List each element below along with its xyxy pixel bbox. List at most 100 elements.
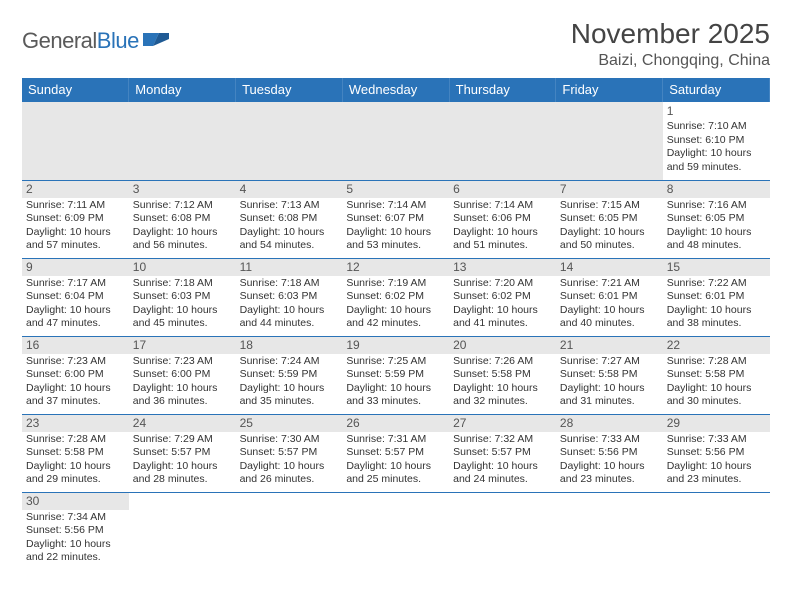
sunrise-line: Sunrise: 7:29 AM bbox=[133, 433, 232, 446]
daylight-line: Daylight: 10 hours and 51 minutes. bbox=[453, 226, 552, 253]
daylight-line: Daylight: 10 hours and 33 minutes. bbox=[346, 382, 445, 409]
daylight-line: Daylight: 10 hours and 41 minutes. bbox=[453, 304, 552, 331]
calendar-row: 30Sunrise: 7:34 AMSunset: 5:56 PMDayligh… bbox=[22, 492, 770, 570]
day-number: 21 bbox=[556, 337, 663, 354]
daylight-line: Daylight: 10 hours and 32 minutes. bbox=[453, 382, 552, 409]
calendar-cell: 9Sunrise: 7:17 AMSunset: 6:04 PMDaylight… bbox=[22, 258, 129, 336]
calendar-row: 2Sunrise: 7:11 AMSunset: 6:09 PMDaylight… bbox=[22, 180, 770, 258]
sunset-line: Sunset: 6:00 PM bbox=[26, 368, 125, 381]
sunrise-line: Sunrise: 7:24 AM bbox=[240, 355, 339, 368]
sunrise-line: Sunrise: 7:15 AM bbox=[560, 199, 659, 212]
calendar-cell bbox=[342, 492, 449, 570]
daylight-line: Daylight: 10 hours and 36 minutes. bbox=[133, 382, 232, 409]
day-header: Saturday bbox=[663, 78, 770, 102]
calendar-cell bbox=[342, 102, 449, 180]
day-number: 5 bbox=[342, 181, 449, 198]
calendar-cell bbox=[449, 102, 556, 180]
calendar-cell: 14Sunrise: 7:21 AMSunset: 6:01 PMDayligh… bbox=[556, 258, 663, 336]
day-header: Wednesday bbox=[342, 78, 449, 102]
sunset-line: Sunset: 5:58 PM bbox=[560, 368, 659, 381]
sunrise-line: Sunrise: 7:17 AM bbox=[26, 277, 125, 290]
day-number: 12 bbox=[342, 259, 449, 276]
day-number: 26 bbox=[342, 415, 449, 432]
day-number: 7 bbox=[556, 181, 663, 198]
sunset-line: Sunset: 5:56 PM bbox=[667, 446, 766, 459]
calendar-row: 23Sunrise: 7:28 AMSunset: 5:58 PMDayligh… bbox=[22, 414, 770, 492]
daylight-line: Daylight: 10 hours and 54 minutes. bbox=[240, 226, 339, 253]
daylight-line: Daylight: 10 hours and 29 minutes. bbox=[26, 460, 125, 487]
daylight-line: Daylight: 10 hours and 23 minutes. bbox=[560, 460, 659, 487]
day-number: 30 bbox=[22, 493, 129, 510]
calendar-cell: 27Sunrise: 7:32 AMSunset: 5:57 PMDayligh… bbox=[449, 414, 556, 492]
flag-icon bbox=[143, 30, 169, 53]
sunset-line: Sunset: 6:06 PM bbox=[453, 212, 552, 225]
calendar-row: 9Sunrise: 7:17 AMSunset: 6:04 PMDaylight… bbox=[22, 258, 770, 336]
day-number: 15 bbox=[663, 259, 770, 276]
day-number: 29 bbox=[663, 415, 770, 432]
day-number: 2 bbox=[22, 181, 129, 198]
day-number: 16 bbox=[22, 337, 129, 354]
day-number: 3 bbox=[129, 181, 236, 198]
location: Baizi, Chongqing, China bbox=[571, 52, 770, 70]
sunset-line: Sunset: 5:57 PM bbox=[453, 446, 552, 459]
calendar-cell bbox=[556, 492, 663, 570]
daylight-line: Daylight: 10 hours and 23 minutes. bbox=[667, 460, 766, 487]
month-title: November 2025 bbox=[571, 18, 770, 50]
calendar-head: SundayMondayTuesdayWednesdayThursdayFrid… bbox=[22, 78, 770, 102]
sunset-line: Sunset: 6:01 PM bbox=[560, 290, 659, 303]
sunset-line: Sunset: 6:08 PM bbox=[133, 212, 232, 225]
daylight-line: Daylight: 10 hours and 47 minutes. bbox=[26, 304, 125, 331]
sunset-line: Sunset: 6:05 PM bbox=[560, 212, 659, 225]
calendar-cell: 13Sunrise: 7:20 AMSunset: 6:02 PMDayligh… bbox=[449, 258, 556, 336]
sunset-line: Sunset: 5:56 PM bbox=[560, 446, 659, 459]
sunrise-line: Sunrise: 7:34 AM bbox=[26, 511, 125, 524]
calendar-cell: 18Sunrise: 7:24 AMSunset: 5:59 PMDayligh… bbox=[236, 336, 343, 414]
daylight-line: Daylight: 10 hours and 22 minutes. bbox=[26, 538, 125, 565]
sunset-line: Sunset: 6:04 PM bbox=[26, 290, 125, 303]
calendar-cell: 17Sunrise: 7:23 AMSunset: 6:00 PMDayligh… bbox=[129, 336, 236, 414]
daylight-line: Daylight: 10 hours and 37 minutes. bbox=[26, 382, 125, 409]
day-number: 13 bbox=[449, 259, 556, 276]
daylight-line: Daylight: 10 hours and 35 minutes. bbox=[240, 382, 339, 409]
day-number: 9 bbox=[22, 259, 129, 276]
calendar-cell: 21Sunrise: 7:27 AMSunset: 5:58 PMDayligh… bbox=[556, 336, 663, 414]
calendar-cell: 11Sunrise: 7:18 AMSunset: 6:03 PMDayligh… bbox=[236, 258, 343, 336]
sunrise-line: Sunrise: 7:11 AM bbox=[26, 199, 125, 212]
sunrise-line: Sunrise: 7:23 AM bbox=[26, 355, 125, 368]
sunset-line: Sunset: 6:08 PM bbox=[240, 212, 339, 225]
sunset-line: Sunset: 6:03 PM bbox=[133, 290, 232, 303]
sunrise-line: Sunrise: 7:10 AM bbox=[667, 120, 766, 133]
day-header: Tuesday bbox=[236, 78, 343, 102]
calendar-cell: 28Sunrise: 7:33 AMSunset: 5:56 PMDayligh… bbox=[556, 414, 663, 492]
daylight-line: Daylight: 10 hours and 25 minutes. bbox=[346, 460, 445, 487]
calendar-cell: 26Sunrise: 7:31 AMSunset: 5:57 PMDayligh… bbox=[342, 414, 449, 492]
sunset-line: Sunset: 6:03 PM bbox=[240, 290, 339, 303]
sunrise-line: Sunrise: 7:26 AM bbox=[453, 355, 552, 368]
sunrise-line: Sunrise: 7:14 AM bbox=[453, 199, 552, 212]
sunset-line: Sunset: 6:01 PM bbox=[667, 290, 766, 303]
sunrise-line: Sunrise: 7:12 AM bbox=[133, 199, 232, 212]
calendar-cell bbox=[129, 492, 236, 570]
title-block: November 2025 Baizi, Chongqing, China bbox=[571, 18, 770, 70]
day-number: 19 bbox=[342, 337, 449, 354]
sunset-line: Sunset: 5:59 PM bbox=[240, 368, 339, 381]
calendar-row: 1Sunrise: 7:10 AMSunset: 6:10 PMDaylight… bbox=[22, 102, 770, 180]
calendar-cell: 24Sunrise: 7:29 AMSunset: 5:57 PMDayligh… bbox=[129, 414, 236, 492]
calendar-cell: 22Sunrise: 7:28 AMSunset: 5:58 PMDayligh… bbox=[663, 336, 770, 414]
daylight-line: Daylight: 10 hours and 50 minutes. bbox=[560, 226, 659, 253]
daylight-line: Daylight: 10 hours and 28 minutes. bbox=[133, 460, 232, 487]
logo-text-blue: Blue bbox=[97, 28, 139, 53]
day-header: Monday bbox=[129, 78, 236, 102]
day-number: 11 bbox=[236, 259, 343, 276]
calendar-cell bbox=[236, 102, 343, 180]
daylight-line: Daylight: 10 hours and 31 minutes. bbox=[560, 382, 659, 409]
calendar-cell: 6Sunrise: 7:14 AMSunset: 6:06 PMDaylight… bbox=[449, 180, 556, 258]
calendar-cell: 3Sunrise: 7:12 AMSunset: 6:08 PMDaylight… bbox=[129, 180, 236, 258]
sunrise-line: Sunrise: 7:21 AM bbox=[560, 277, 659, 290]
sunset-line: Sunset: 6:02 PM bbox=[453, 290, 552, 303]
day-header: Sunday bbox=[22, 78, 129, 102]
calendar-cell bbox=[22, 102, 129, 180]
daylight-line: Daylight: 10 hours and 42 minutes. bbox=[346, 304, 445, 331]
day-number: 14 bbox=[556, 259, 663, 276]
calendar-cell bbox=[236, 492, 343, 570]
